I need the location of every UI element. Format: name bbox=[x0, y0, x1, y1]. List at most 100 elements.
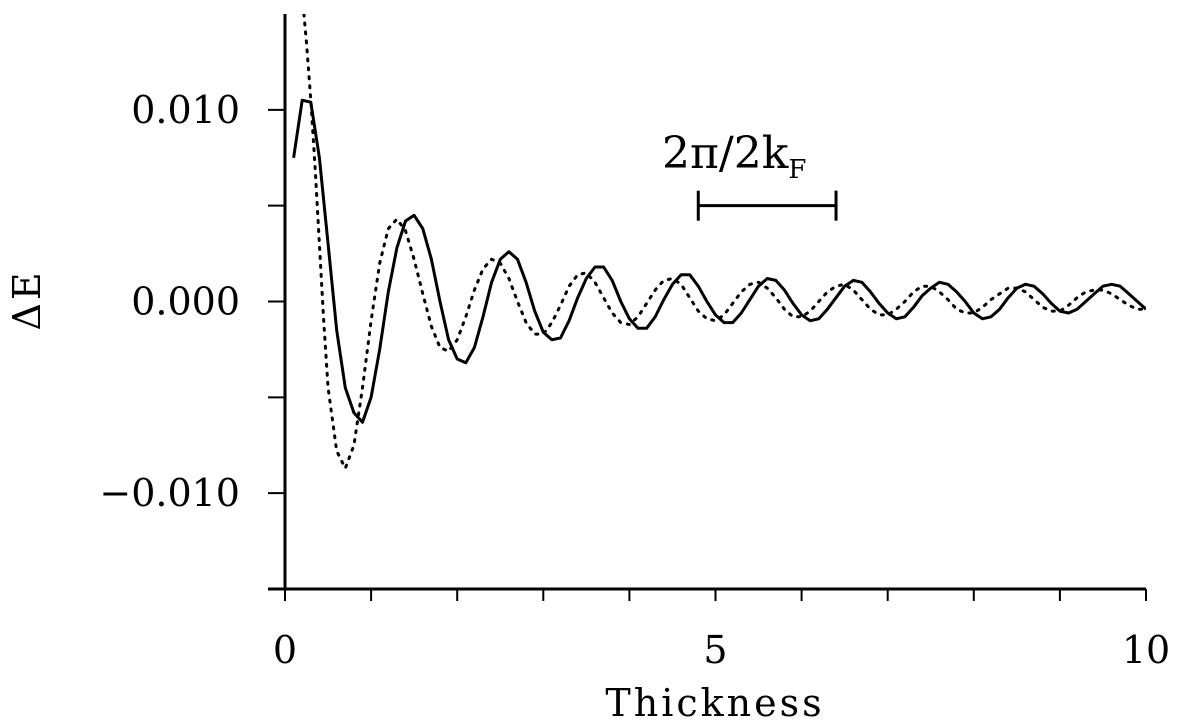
series-dotted-point bbox=[896, 309, 897, 310]
series-dotted-point bbox=[612, 312, 613, 313]
series-dotted-point bbox=[620, 322, 621, 323]
series-solid-point bbox=[741, 312, 742, 313]
series-dotted-point bbox=[577, 274, 578, 275]
series-solid-point bbox=[379, 349, 380, 350]
series-dotted-point bbox=[560, 305, 561, 306]
series-solid-point bbox=[982, 318, 983, 319]
series-dotted-point bbox=[741, 291, 742, 292]
series-solid-point bbox=[474, 347, 475, 348]
series-solid-point bbox=[930, 287, 931, 288]
series-layer bbox=[292, 13, 1146, 470]
series-solid-point bbox=[939, 282, 940, 283]
series-solid-point bbox=[431, 259, 432, 260]
series-solid-point bbox=[525, 282, 526, 283]
series-dotted-point bbox=[715, 320, 716, 321]
series-solid-point bbox=[586, 278, 587, 279]
series-solid-point bbox=[990, 316, 991, 317]
series-solid-point bbox=[732, 322, 733, 323]
series-solid-point bbox=[913, 307, 914, 308]
series-dotted-point bbox=[396, 218, 397, 219]
series-solid-point bbox=[388, 291, 389, 292]
series-solid-point bbox=[706, 301, 707, 302]
series-solid-point bbox=[1077, 309, 1078, 310]
series-solid-point bbox=[844, 286, 845, 287]
series-dotted-point bbox=[508, 278, 509, 279]
series-solid-point bbox=[818, 318, 819, 319]
series-solid-point bbox=[534, 310, 535, 311]
period-label-subscript: F bbox=[788, 155, 806, 185]
series-solid-point bbox=[1068, 312, 1069, 313]
series-dotted-point bbox=[689, 297, 690, 298]
series-dotted-point bbox=[482, 268, 483, 269]
series-dotted-point bbox=[844, 284, 845, 285]
series-dotted-point bbox=[315, 167, 316, 168]
series-dotted-point bbox=[327, 387, 328, 388]
series-solid-point bbox=[345, 387, 346, 388]
series-dotted-point bbox=[1033, 299, 1034, 300]
series-solid-point bbox=[896, 318, 897, 319]
period-label: 2π/2kF bbox=[662, 128, 806, 185]
series-dotted-point bbox=[603, 297, 604, 298]
series-dotted-point bbox=[663, 280, 664, 281]
series-solid-point bbox=[827, 309, 828, 310]
series-dotted-point bbox=[371, 320, 372, 321]
series-solid-point bbox=[999, 309, 1000, 310]
series-dotted-point bbox=[1016, 287, 1017, 288]
series-dotted-point bbox=[1008, 287, 1009, 288]
series-solid-point bbox=[302, 100, 303, 101]
series-solid-point bbox=[878, 303, 879, 304]
series-solid-point bbox=[715, 314, 716, 315]
series-dotted-point bbox=[672, 278, 673, 279]
series-solid-point bbox=[775, 280, 776, 281]
series-solid-point bbox=[758, 286, 759, 287]
series-dotted-point bbox=[422, 293, 423, 294]
series-dotted-point bbox=[306, 42, 307, 43]
x-tick-label: 10 bbox=[1122, 628, 1170, 672]
series-solid-point bbox=[336, 330, 337, 331]
series-dotted-point bbox=[414, 259, 415, 260]
series-dotted-point bbox=[792, 316, 793, 317]
series-dotted-point bbox=[870, 309, 871, 310]
series-dotted-point bbox=[1042, 307, 1043, 308]
series-dotted-point bbox=[965, 312, 966, 313]
series-dotted-point bbox=[439, 347, 440, 348]
series-dotted-point bbox=[525, 322, 526, 323]
series-dotted-point bbox=[878, 314, 879, 315]
series-dotted-point bbox=[1059, 310, 1060, 311]
series-dotted-point bbox=[758, 282, 759, 283]
series-dotted-point bbox=[1120, 299, 1121, 300]
series-solid-point bbox=[947, 284, 948, 285]
series-dotted-line bbox=[302, 14, 1146, 470]
series-dotted-point bbox=[323, 320, 324, 321]
series-solid-point bbox=[1042, 293, 1043, 294]
series-dotted-point bbox=[904, 301, 905, 302]
series-solid-point bbox=[810, 320, 811, 321]
series-solid-point bbox=[293, 157, 294, 158]
series-dotted-point bbox=[336, 450, 337, 451]
series-dotted-point bbox=[345, 468, 346, 469]
y-axis-title: ΔE bbox=[5, 269, 49, 330]
series-solid-point bbox=[594, 266, 595, 267]
series-solid-point bbox=[551, 339, 552, 340]
series-dotted-point bbox=[698, 310, 699, 311]
series-dotted-point bbox=[706, 318, 707, 319]
series-dotted-point bbox=[801, 316, 802, 317]
series-solid-point bbox=[396, 247, 397, 248]
series-dotted-point bbox=[303, 13, 304, 14]
series-solid-point bbox=[887, 312, 888, 313]
series-dotted-point bbox=[586, 272, 587, 273]
series-solid-point bbox=[637, 328, 638, 329]
series-solid-point bbox=[1051, 303, 1052, 304]
series-dotted-point bbox=[500, 263, 501, 264]
series-solid-point bbox=[569, 320, 570, 321]
series-dotted-point bbox=[448, 351, 449, 352]
series-solid-point bbox=[1111, 284, 1112, 285]
series-solid-point bbox=[767, 278, 768, 279]
series-dotted-point bbox=[319, 243, 320, 244]
x-tick-label: 0 bbox=[273, 628, 297, 672]
series-dotted-point bbox=[922, 286, 923, 287]
series-dotted-point bbox=[1111, 293, 1112, 294]
series-dotted-point bbox=[655, 289, 656, 290]
series-solid-point bbox=[508, 251, 509, 252]
series-solid-point bbox=[362, 422, 363, 423]
